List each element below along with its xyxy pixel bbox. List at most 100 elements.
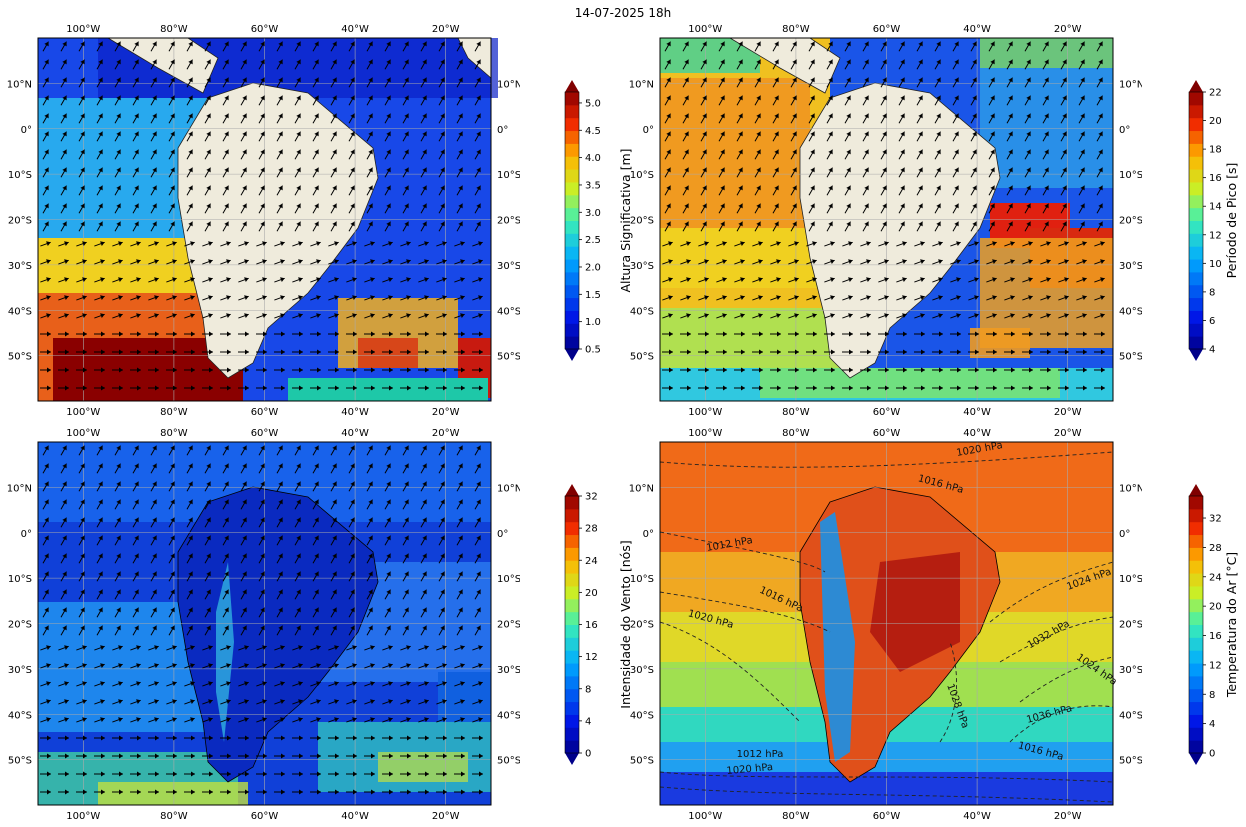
colorbar-band <box>565 663 579 677</box>
lat-tick-label: 20°S <box>630 216 654 227</box>
colorbar-wind-speed: 0 4 8 12 16 20 24 28 32 Intensidade do Vento [nós… <box>560 482 640 767</box>
colorbar-band <box>565 560 579 574</box>
lat-tick-label: 0° <box>21 529 32 540</box>
lat-tick-label: 10°N <box>629 483 654 494</box>
wave-direction-arrows <box>662 41 1105 391</box>
colorbar-tick-label: 0.5 <box>585 345 601 356</box>
lat-tick-label: 50°S <box>1119 352 1142 363</box>
lon-tick-label: 80°W <box>782 428 810 439</box>
isobar-label: 1012 hPa <box>737 749 784 760</box>
lon-tick-label: 100°W <box>66 407 100 418</box>
colorbar-peak-period: 4 6 8 10 12 14 16 18 20 22 Período de Pico [s] <box>1184 78 1246 363</box>
lon-tick-label: 100°W <box>688 428 722 439</box>
colorbar-tick-label: 8 <box>585 684 591 695</box>
lon-tick-label: 60°W <box>251 407 279 418</box>
lon-tick-label: 60°W <box>873 24 901 35</box>
colorbar-band <box>565 336 579 350</box>
lat-tick-label: 10°S <box>497 574 520 585</box>
map-panel-air-temperature: 1016 hPa 1012 hPa 1020 hPa 1016 hPa 1020 hPa… <box>622 424 1142 824</box>
colorbar-band <box>1189 156 1203 170</box>
lon-tick-label: 60°W <box>251 24 279 35</box>
lat-tick-label: 50°S <box>497 756 520 767</box>
wind-direction-arrows <box>40 445 483 795</box>
lat-tick-label: 20°S <box>497 620 520 631</box>
lon-tick-label: 100°W <box>66 24 100 35</box>
lat-tick-label: 10°S <box>8 170 32 181</box>
colorbar-tick-label: 3.5 <box>585 180 601 191</box>
lon-tick-label: 20°W <box>432 811 460 822</box>
colorbar-tick-label: 12 <box>1209 230 1222 241</box>
colorbar-band <box>1189 246 1203 260</box>
colorbar-band <box>565 585 579 600</box>
colorbar-band <box>565 701 579 715</box>
colorbar-label: Período de Pico [s] <box>1224 163 1239 279</box>
colorbar-tick-label: 8 <box>1209 287 1215 298</box>
colorbar-extend-top <box>565 484 579 496</box>
colorbar-band <box>1189 688 1203 703</box>
lon-tick-label: 100°W <box>66 811 100 822</box>
lat-tick-label: 10°S <box>630 170 654 181</box>
lon-tick-label: 20°W <box>1054 811 1082 822</box>
lat-tick-label: 0° <box>1119 125 1130 136</box>
lat-tick-label: 40°S <box>1119 710 1142 721</box>
lat-tick-label: 10°N <box>7 79 32 90</box>
lat-tick-label: 0° <box>643 125 654 136</box>
colorbar-band <box>1189 220 1203 234</box>
lat-tick-label: 0° <box>1119 529 1130 540</box>
colorbar-tick-label: 1.5 <box>585 290 601 301</box>
graticule <box>38 38 491 401</box>
colorbar-tick-label: 4 <box>1209 345 1215 356</box>
colorbar-extend-top <box>1189 80 1203 92</box>
colorbar-band <box>1189 104 1203 119</box>
colorbar-tick-label: 0 <box>1209 749 1215 760</box>
lat-tick-label: 40°S <box>8 710 32 721</box>
colorbar-band <box>565 534 579 548</box>
lon-tick-label: 40°W <box>341 811 369 822</box>
lat-tick-label: 0° <box>497 529 508 540</box>
colorbar-band <box>1189 271 1203 286</box>
lat-tick-label: 10°N <box>7 483 32 494</box>
colorbar-band <box>1189 727 1203 741</box>
colorbar-band <box>1189 336 1203 350</box>
south-america-landmass <box>799 82 1001 379</box>
lat-tick-label: 0° <box>497 125 508 136</box>
colorbar-extend-bottom <box>1189 753 1203 765</box>
lon-tick-label: 40°W <box>963 811 991 822</box>
map-panel-peak-period: 100°W 100°W 80°W 80°W 60°W 60°W 40°W 40°W 20°W 20… <box>622 20 1142 420</box>
colorbar-band <box>565 740 579 754</box>
lat-tick-label: 40°S <box>8 306 32 317</box>
colorbar-band <box>1189 130 1203 144</box>
colorbar-extend-top <box>1189 484 1203 496</box>
colorbar-band <box>565 233 579 247</box>
colorbar-tick-label: 4 <box>585 716 591 727</box>
colorbar-tick-label: 24 <box>585 556 598 567</box>
lon-tick-label: 80°W <box>782 24 810 35</box>
lat-tick-label: 50°S <box>1119 756 1142 767</box>
lat-tick-label: 50°S <box>630 756 654 767</box>
lon-tick-label: 100°W <box>688 811 722 822</box>
colorbar-band <box>1189 297 1203 311</box>
colorbar-band <box>1189 207 1203 221</box>
lat-tick-label: 40°S <box>630 710 654 721</box>
lon-tick-label: 40°W <box>341 24 369 35</box>
lat-tick-label: 20°S <box>8 620 32 631</box>
colorbar-tick-label: 20 <box>585 588 598 599</box>
colorbar-wave-height: 0.5 1.0 1.5 2.0 2.5 3.0 3.5 4.0 4.5 5.0 Altura Sig… <box>560 78 640 363</box>
colorbar-band <box>1189 585 1203 600</box>
colorbar-band <box>565 297 579 311</box>
colorbar-band <box>1189 259 1203 273</box>
lat-tick-label: 40°S <box>497 710 520 721</box>
colorbar-band <box>565 156 579 170</box>
lon-tick-label: 60°W <box>251 811 279 822</box>
colorbar-band <box>1189 508 1203 523</box>
map-panel-wind-speed: 100°W 100°W 80°W 80°W 60°W 60°W 40°W 40°W 20°W 20… <box>0 424 520 824</box>
lon-tick-label: 20°W <box>1054 407 1082 418</box>
lat-tick-label: 50°S <box>497 352 520 363</box>
colorbar-tick-label: 14 <box>1209 202 1222 213</box>
colorbar-band <box>565 624 579 638</box>
lat-tick-label: 10°S <box>497 170 520 181</box>
lat-tick-label: 10°N <box>629 79 654 90</box>
lat-tick-label: 30°S <box>8 665 32 676</box>
lon-tick-label: 80°W <box>160 428 188 439</box>
